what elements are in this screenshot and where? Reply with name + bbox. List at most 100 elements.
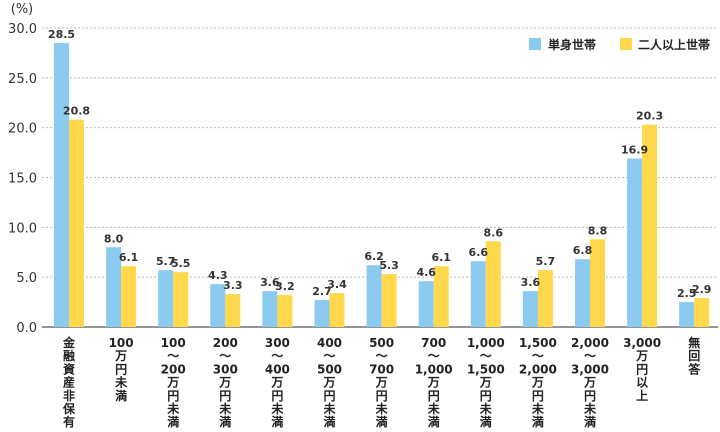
x-tick-label: 円 — [115, 362, 127, 376]
x-tick-label: 〜 — [584, 349, 596, 363]
data-label: 5.7 — [156, 255, 176, 268]
x-tick-label: 万 — [583, 376, 596, 390]
x-tick-label: 未 — [270, 401, 283, 416]
bar-single — [575, 259, 590, 327]
x-tick-label: 400 — [265, 362, 290, 376]
x-tick-label: 未 — [427, 401, 440, 416]
x-tick-label: 未 — [375, 401, 388, 416]
x-tick-label: 上 — [636, 388, 648, 403]
bar-single — [470, 261, 486, 327]
x-tick-label: 万 — [166, 376, 179, 390]
x-tick-label: 未 — [218, 401, 231, 416]
x-tick-label: 満 — [584, 414, 596, 428]
x-tick-label: 500 — [317, 362, 342, 376]
data-label: 6.1 — [431, 251, 451, 264]
bar-multi — [277, 295, 293, 327]
x-tick-label: 100 — [109, 336, 134, 350]
y-tick-label: 30.0 — [8, 22, 37, 37]
data-label: 20.3 — [636, 110, 663, 123]
x-tick-label: 円 — [323, 389, 335, 403]
x-tick-label: 1,500 — [519, 336, 557, 350]
bar-multi — [590, 239, 605, 327]
x-tick-label: 万 — [218, 376, 231, 390]
x-tick-label: 〜 — [219, 349, 231, 363]
x-tick-label: 3,000 — [623, 336, 661, 350]
x-tick-label: 満 — [428, 414, 440, 428]
x-axis-labels: 金融資産非保有100万円未満100〜200万円未満200〜300万円未満300〜… — [62, 335, 701, 429]
bar-multi — [694, 298, 710, 327]
data-label: 8.6 — [484, 226, 504, 239]
x-tick-label: 資 — [63, 361, 75, 376]
bar-single — [366, 265, 382, 327]
x-tick-label: 非 — [63, 388, 75, 403]
data-label: 2.9 — [692, 283, 712, 296]
x-tick-label: 満 — [532, 414, 544, 428]
bar-multi — [329, 293, 345, 327]
y-tick-label: 0.0 — [16, 321, 37, 336]
legend-swatch-multi — [620, 38, 632, 50]
y-tick-label: 5.0 — [16, 271, 37, 286]
x-tick-label: 円 — [584, 389, 596, 403]
x-tick-label: 〜 — [271, 349, 283, 363]
x-tick-label: 円 — [532, 389, 544, 403]
y-tick-label: 20.0 — [8, 122, 37, 137]
x-tick-label: 円 — [219, 389, 231, 403]
x-tick-label: 満 — [115, 388, 127, 403]
x-tick-label: 200 — [161, 362, 186, 376]
x-tick-label: 万 — [635, 349, 648, 363]
x-tick-label: 金 — [62, 335, 76, 350]
x-tick-label: 1,000 — [415, 362, 453, 376]
data-label: 28.5 — [48, 28, 75, 41]
x-tick-label: 万 — [114, 349, 127, 363]
x-tick-label: 〜 — [167, 349, 179, 363]
x-tick-label: 〜 — [532, 349, 544, 363]
bar-multi — [381, 274, 397, 327]
x-tick-label: 2,000 — [519, 362, 557, 376]
data-label: 3.2 — [275, 280, 295, 293]
x-tick-label: 未 — [114, 375, 127, 390]
bar-multi — [69, 119, 84, 328]
x-tick-label: 円 — [271, 389, 283, 403]
x-tick-label: 1,500 — [467, 362, 505, 376]
data-label: 4.3 — [208, 269, 228, 282]
x-tick-label: 産 — [63, 375, 75, 390]
x-tick-label: 700 — [369, 362, 394, 376]
x-tick-label: 未 — [322, 401, 335, 416]
bar-single — [106, 247, 122, 327]
data-label: 6.6 — [469, 246, 489, 259]
legend-swatch-single — [529, 38, 541, 50]
data-label: 8.8 — [588, 224, 608, 237]
x-tick-label: 未 — [531, 401, 544, 416]
data-label: 6.8 — [573, 244, 593, 257]
x-tick-label: 未 — [583, 401, 596, 416]
bar-single — [262, 291, 278, 327]
x-tick-label: 400 — [317, 336, 342, 350]
x-tick-label: 〜 — [428, 349, 440, 363]
bar-multi — [642, 124, 658, 327]
x-tick-label: 2,000 — [571, 336, 609, 350]
y-axis-ticks: 30.0 25.0 20.0 15.0 10.0 5.0 0.0 — [8, 22, 37, 336]
x-tick-label: 〜 — [323, 349, 335, 363]
bar-single — [627, 158, 643, 327]
x-tick-label: 答 — [688, 361, 701, 376]
x-tick-label: 未 — [166, 401, 179, 416]
bar-single — [54, 42, 69, 327]
x-tick-label: 満 — [219, 414, 231, 428]
bar-single — [158, 270, 174, 327]
data-labels: 28.520.88.06.1 5.75.54.33.3 3.63.2 2.73.46.… — [48, 28, 712, 300]
data-label: 3.6 — [521, 276, 541, 289]
x-tick-label: 以 — [636, 376, 648, 390]
x-tick-label: 万 — [531, 376, 544, 390]
x-tick-label: 満 — [271, 414, 283, 428]
data-label: 8.0 — [104, 232, 124, 245]
bar-multi — [173, 272, 189, 327]
x-tick-label: 万 — [322, 376, 335, 390]
data-label: 5.5 — [171, 257, 191, 270]
bar-single — [679, 302, 695, 327]
x-tick-label: 3,000 — [571, 362, 609, 376]
x-tick-label: 万 — [427, 376, 440, 390]
bar-single — [522, 291, 538, 327]
data-label: 3.3 — [223, 279, 243, 292]
x-tick-label: 500 — [369, 336, 394, 350]
x-tick-label: 無 — [688, 335, 700, 350]
